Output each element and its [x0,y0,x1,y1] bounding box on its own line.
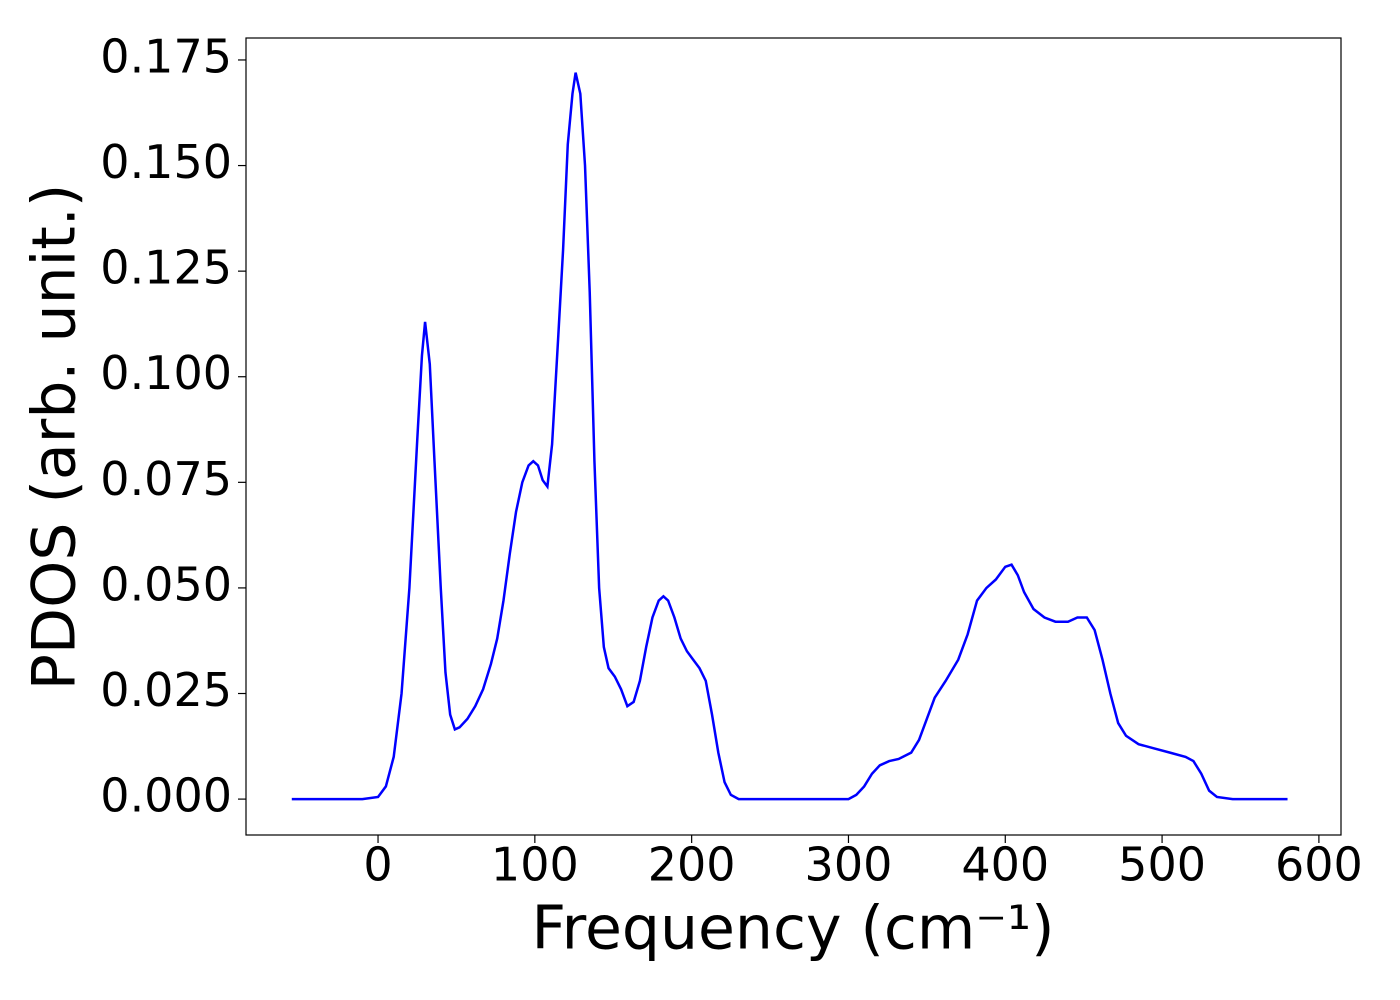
x-axis-label: Frequency (cm⁻¹) [531,894,1054,964]
x-tick-label: 600 [1275,838,1363,892]
y-tick-label: 0.150 [100,135,232,189]
x-tick-label: 400 [961,838,1049,892]
x-tick-label: 100 [491,838,579,892]
y-tick-label: 0.075 [100,452,232,506]
y-tick-label: 0.125 [100,241,232,295]
x-tick-label: 200 [648,838,736,892]
x-tick-label: 500 [1118,838,1206,892]
y-axis-label: PDOS (arb. unit.) [20,184,90,691]
y-tick-label: 0.050 [100,557,232,611]
y-tick-label: 0.100 [100,346,232,400]
data-line [291,72,1288,801]
y-tick-label: 0.000 [100,769,232,823]
x-tick-label: 0 [363,838,392,892]
y-tick-label: 0.175 [100,29,232,83]
x-tick-label: 300 [805,838,893,892]
y-tick-label: 0.025 [100,663,232,717]
plot-frame [245,37,1342,836]
